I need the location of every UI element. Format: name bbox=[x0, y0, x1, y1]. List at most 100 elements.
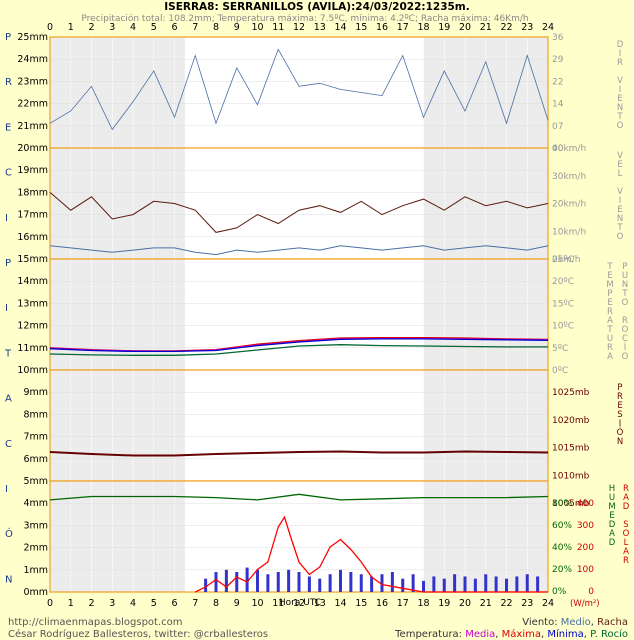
precipitation-bar bbox=[380, 574, 384, 592]
x-tick-label: 11 bbox=[272, 598, 284, 609]
solar-axis-label: R bbox=[623, 556, 629, 566]
night-shading bbox=[50, 370, 185, 481]
precipitation-bar bbox=[505, 578, 508, 592]
wind-speed-axis-label: E bbox=[617, 160, 622, 170]
x-tick-label: 7 bbox=[192, 598, 198, 609]
temperature-axis-label: A bbox=[607, 352, 613, 362]
precipitation-bar bbox=[307, 576, 311, 592]
humidity-tick: 20% bbox=[552, 565, 572, 575]
legend-minima: Mínima bbox=[547, 628, 583, 640]
left-axis-letter: A bbox=[5, 394, 12, 405]
wind-speed-axis-label: N bbox=[617, 214, 623, 224]
left-tick-label: 15mm bbox=[17, 254, 48, 265]
x-tick-label: 16 bbox=[376, 598, 388, 609]
x-tick-label-top: 6 bbox=[171, 22, 177, 33]
x-tick-label: 4 bbox=[130, 598, 136, 609]
left-tick-label: 12mm bbox=[17, 321, 48, 332]
x-tick-label-top: 23 bbox=[521, 22, 533, 33]
humidity-tick: 0% bbox=[552, 587, 567, 597]
solar-axis-label: A bbox=[623, 493, 629, 503]
x-tick-label-top: 10 bbox=[251, 22, 263, 33]
left-axis-letter: P bbox=[5, 258, 11, 269]
x-tick-label: 8 bbox=[213, 598, 219, 609]
wind-direction-axis-label: I bbox=[619, 49, 622, 59]
precipitation-bar bbox=[349, 572, 353, 592]
precipitation-bar bbox=[245, 567, 249, 592]
footer-author: César Rodríguez Ballesteros, twitter: @c… bbox=[8, 628, 268, 640]
precipitation-bar bbox=[339, 569, 342, 592]
temperature-axis-label: R bbox=[607, 307, 613, 317]
x-tick-label: 5 bbox=[151, 598, 157, 609]
x-tick-label-top: 20 bbox=[459, 22, 471, 33]
wind-direction-axis-label: R bbox=[617, 58, 623, 68]
humidity-line bbox=[49, 493, 549, 501]
x-tick-label-top: 16 bbox=[376, 22, 388, 33]
dew-point-axis-label: T bbox=[621, 289, 628, 299]
wind-gust-line bbox=[49, 192, 549, 233]
wind-direction-axis-label: E bbox=[617, 94, 622, 104]
humidity-tick: 80% bbox=[552, 499, 572, 509]
x-tick-label: 0 bbox=[47, 598, 53, 609]
x-tick-label-top: 2 bbox=[88, 22, 94, 33]
x-tick-label: 18 bbox=[417, 598, 429, 609]
precipitation-bar bbox=[318, 578, 322, 592]
left-tick-label: 5mm bbox=[23, 476, 48, 487]
solar-axis-label: S bbox=[623, 520, 628, 530]
solar-tick: 300 bbox=[577, 521, 594, 531]
wind-speed-axis-label: O bbox=[617, 232, 624, 242]
solar-radiation-line bbox=[194, 515, 548, 593]
left-tick-label: 14mm bbox=[17, 276, 48, 287]
pressure-axis-label: E bbox=[617, 401, 622, 411]
x-tick-label: 23 bbox=[521, 598, 533, 609]
precipitation-bar bbox=[494, 576, 498, 592]
wind-speed-tick: 10km/h bbox=[552, 227, 586, 237]
left-axis-letter: I bbox=[5, 484, 8, 495]
x-tick-label-top: 4 bbox=[130, 22, 136, 33]
dew-point-axis-label: O bbox=[622, 352, 629, 362]
temperature-axis-label: R bbox=[607, 343, 613, 353]
pressure-axis-label: P bbox=[617, 383, 622, 393]
solar-tick: 400 bbox=[577, 499, 594, 509]
precipitation-bar bbox=[359, 574, 363, 592]
solar-axis-label: A bbox=[623, 547, 629, 557]
humidity-axis-label: U bbox=[609, 493, 615, 503]
x-tick-label-top: 11 bbox=[272, 22, 284, 33]
wind-direction-tick: 29 bbox=[552, 55, 564, 65]
humidity-tick: 60% bbox=[552, 521, 572, 531]
dew-point-axis-label: U bbox=[622, 271, 628, 281]
x-tick-label-top: 12 bbox=[293, 22, 305, 33]
solar-tick: 0 bbox=[588, 587, 594, 597]
precipitation-bar bbox=[525, 574, 529, 592]
x-tick-label-top: 3 bbox=[109, 22, 115, 33]
precipitation-bar bbox=[432, 576, 436, 592]
temperature-tick: 15ºC bbox=[552, 299, 574, 309]
precipitation-bar bbox=[463, 576, 467, 592]
precipitation-bar bbox=[401, 578, 405, 592]
precipitation-bar bbox=[515, 576, 519, 592]
pressure-tick: 1015mb bbox=[552, 444, 590, 454]
temperature-axis-label: T bbox=[606, 325, 613, 335]
wind-direction-line bbox=[49, 48, 549, 131]
left-axis-letter: Ó bbox=[5, 527, 13, 540]
left-tick-label: 18mm bbox=[17, 187, 48, 198]
x-tick-label-top: 21 bbox=[480, 22, 492, 33]
precipitation-bar bbox=[256, 569, 259, 592]
dew-point-axis-label: P bbox=[622, 262, 627, 272]
night-shading bbox=[50, 481, 185, 592]
pressure-tick: 1025mb bbox=[552, 388, 590, 398]
dew-point-axis-label: N bbox=[622, 280, 628, 290]
precipitation-bar bbox=[266, 574, 270, 592]
left-axis-letter: C bbox=[5, 168, 12, 179]
temperature-tick: 0ºC bbox=[552, 366, 568, 376]
left-axis-letter: R bbox=[5, 77, 12, 88]
humidity-axis-label: H bbox=[609, 484, 615, 494]
night-shading bbox=[50, 37, 185, 148]
x-tick-label: 14 bbox=[334, 598, 346, 609]
temperature-axis-label: M bbox=[606, 280, 613, 290]
temperature-line bbox=[49, 338, 549, 353]
wind-speed-axis-label: V bbox=[617, 151, 623, 161]
x-tick-label: 12 bbox=[293, 598, 305, 609]
wind-direction-axis-label: I bbox=[619, 85, 622, 95]
x-tick-label-top: 22 bbox=[500, 22, 512, 33]
